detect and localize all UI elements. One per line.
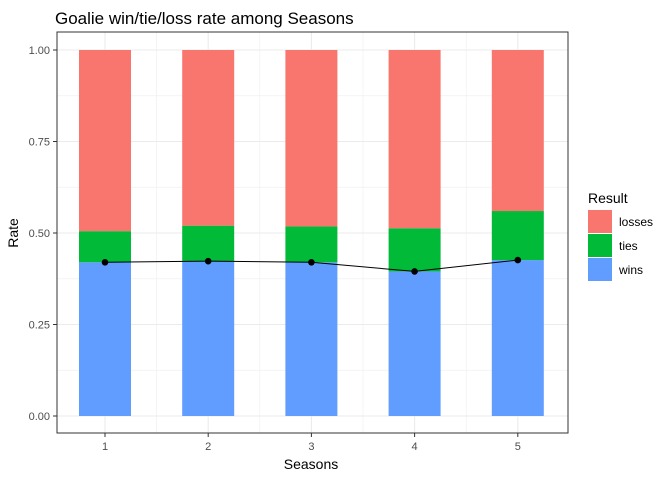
win-rate-point <box>204 257 212 265</box>
y-axis-label: Rate <box>5 218 21 248</box>
bar-ties-2 <box>182 225 235 262</box>
legend-key-ties <box>588 234 612 257</box>
bar-losses-3 <box>285 50 338 227</box>
bar-ties-4 <box>388 228 441 272</box>
legend-label-wins: wins <box>618 263 643 277</box>
x-tick-label: 2 <box>205 441 211 453</box>
legend-label-ties: ties <box>619 239 638 253</box>
bar-ties-1 <box>79 231 131 263</box>
bar-losses-5 <box>491 50 544 212</box>
y-tick-label: 1.00 <box>29 45 50 57</box>
win-rate-point <box>411 268 418 275</box>
y-tick-label: 0.50 <box>29 228 50 240</box>
x-tick-label: 4 <box>412 441 418 453</box>
legend-key-losses <box>588 210 612 233</box>
legend-title: Result <box>588 190 628 206</box>
bar-losses-1 <box>79 50 131 232</box>
win-rate-point <box>101 258 109 266</box>
x-tick-label: 3 <box>308 441 314 453</box>
legend-label-losses: losses <box>619 215 653 229</box>
win-rate-point <box>308 258 315 266</box>
chart-title: Goalie win/tie/loss rate among Seasons <box>55 9 354 28</box>
y-tick-label: 0.00 <box>29 411 50 423</box>
bar-ties-5 <box>491 211 544 261</box>
y-tick-label: 0.75 <box>29 137 50 149</box>
bar-wins-5 <box>491 260 544 416</box>
bar-wins-2 <box>182 261 235 416</box>
x-tick-label: 5 <box>515 441 521 453</box>
bar-wins-3 <box>285 262 338 416</box>
legend-key-wins <box>588 258 612 281</box>
bar-losses-4 <box>388 50 441 229</box>
bar-wins-1 <box>79 262 131 416</box>
legend: Result losses ties wins <box>588 190 653 281</box>
bar-wins-4 <box>388 271 441 416</box>
bar-ties-3 <box>285 226 338 263</box>
x-axis-label: Seasons <box>284 456 338 472</box>
bar-losses-2 <box>182 50 235 226</box>
plot-area: 0.00 0.25 0.50 0.75 1.00 1 2 3 4 5 <box>29 31 569 453</box>
x-tick-label: 1 <box>102 441 108 453</box>
y-tick-label: 0.25 <box>29 320 50 332</box>
win-rate-point <box>514 256 522 264</box>
